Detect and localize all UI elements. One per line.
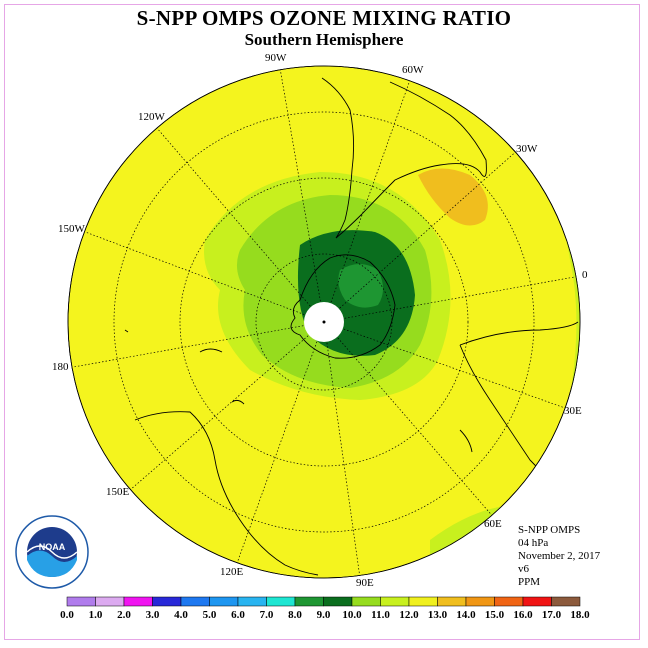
colorbar-tick-label: 3.0 [146,609,160,621]
colorbar-tick-label: 2.0 [117,609,131,621]
info-block: S-NPP OMPS 04 hPa November 2, 2017 v6 PP… [518,524,600,589]
info-date: November 2, 2017 [518,550,601,562]
lon-label-30e: 30E [564,405,582,417]
meridians [68,67,580,578]
colorbar-tick-label: 14.0 [456,609,476,621]
info-units: PPM [518,576,541,588]
info-level: 04 hPa [518,537,549,549]
colorbar-swatch [522,596,552,607]
colorbar-swatch [294,596,324,607]
colorbar-swatch [465,596,495,607]
info-instrument: S-NPP OMPS [518,524,581,536]
colorbar-tick-label: 18.0 [570,609,590,621]
lon-label-60w: 60W [402,64,424,76]
colorbar-tick-label: 6.0 [231,609,245,621]
colorbar-tick-label: 11.0 [371,609,390,621]
colorbar-swatch [66,596,96,607]
lon-label-30w: 30W [516,143,538,155]
contour-13-patch [418,168,488,226]
colorbar-tick-label: 16.0 [513,609,533,621]
lon-label-90e: 90E [356,577,374,589]
coastlines [124,77,579,576]
hemisphere-outline [67,65,581,579]
colorbar-swatch [408,596,438,607]
colorbar-tick-label: 1.0 [89,609,103,621]
contour-8-spot [338,264,383,308]
colorbar-swatch [123,596,153,607]
colorbar-swatch [437,596,467,607]
colorbar-swatch [152,596,182,607]
noaa-logo: NOAA [15,515,89,589]
chart-subtitle: Southern Hemisphere [244,30,404,49]
colorbar-tick-label: 0.0 [60,609,74,621]
colorbar-tick-label: 7.0 [260,609,274,621]
colorbar-tick-label: 13.0 [428,609,448,621]
colorbar-swatch [266,596,296,607]
colorbar-swatch [323,596,353,607]
colorbar-swatch [351,596,381,607]
lon-label-60e: 60E [484,518,502,530]
colorbar-swatch [380,596,410,607]
colorbar-tick-label: 15.0 [485,609,505,621]
colorbar-swatch [551,596,581,607]
lon-label-120w: 120W [138,111,166,123]
image-frame [4,4,640,640]
lon-label-90w: 90W [265,52,287,64]
lon-label-150w: 150W [58,223,86,235]
info-version: v6 [518,563,529,575]
chart-title: S-NPP OMPS OZONE MIXING RATIO [136,6,512,30]
colorbar-swatch [494,596,524,607]
colorbar-tick-label: 5.0 [203,609,217,621]
colorbar: 0.0 1.0 2.0 3.0 4.0 5.0 6.0 7.0 8.0 9.0 10.0 11.0 12… [60,596,590,621]
colorbar-swatch [95,596,125,607]
colorbar-tick-label: 12.0 [399,609,419,621]
colorbar-swatch [180,596,210,607]
colorbar-swatch [209,596,239,607]
lon-label-180: 180 [52,361,69,373]
colorbar-tick-label: 9.0 [317,609,331,621]
lon-label-0: 0 [582,269,588,281]
lon-label-150e: 150E [106,486,130,498]
logo-text: NOAA [39,542,66,552]
colorbar-swatch [237,596,267,607]
colorbar-tick-label: 17.0 [542,609,562,621]
colorbar-tick-label: 8.0 [288,609,302,621]
pole-marker [322,320,326,324]
colorbar-tick-label: 10.0 [342,609,362,621]
lon-label-120e: 120E [220,566,244,578]
colorbar-tick-label: 4.0 [174,609,188,621]
